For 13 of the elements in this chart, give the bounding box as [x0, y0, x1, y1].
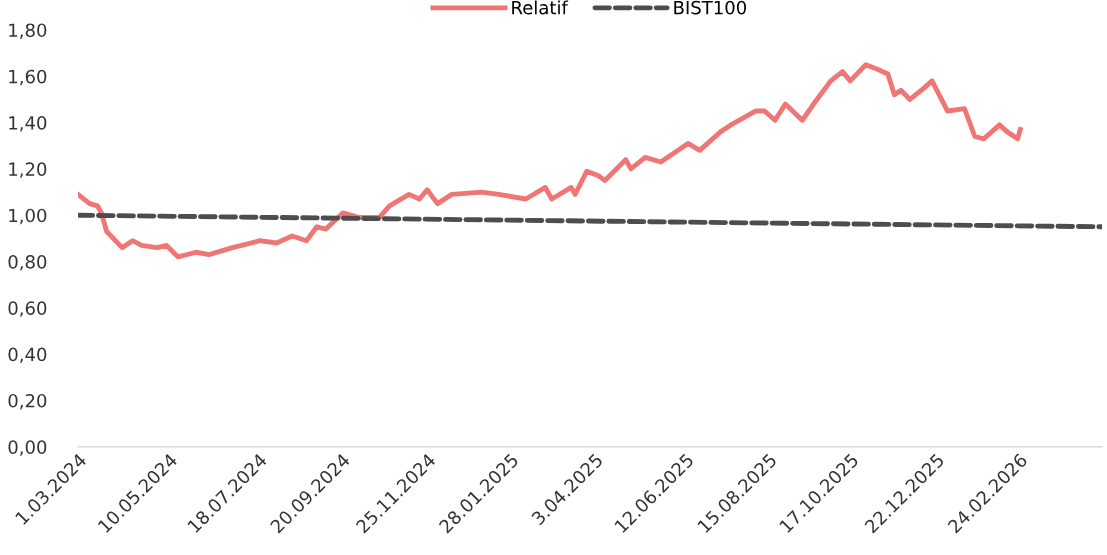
y-tick-label: 0,80	[8, 254, 47, 271]
y-tick-label: 0,40	[8, 347, 47, 364]
y-tick-label: 1,40	[9, 116, 47, 132]
y-tick-label: 1,60	[9, 69, 47, 86]
line-series	[78, 62, 1023, 260]
legend-label: BIST100	[674, 0, 747, 15]
y-tick-label: 0,20	[8, 393, 47, 410]
y-tick-label: 0,00	[8, 440, 47, 456]
y-tick-label: 1,80	[9, 23, 47, 39]
y-tick-label: 1,20	[9, 162, 47, 178]
y-tick-label: 1,00	[9, 208, 47, 225]
y-tick-label: 0,60	[8, 301, 47, 317]
legend-label: Relatif	[512, 0, 569, 15]
